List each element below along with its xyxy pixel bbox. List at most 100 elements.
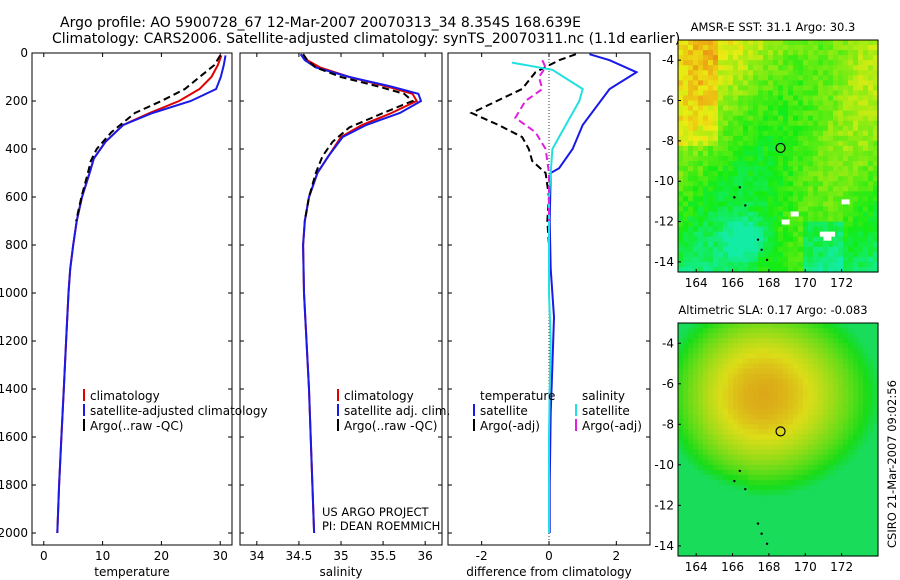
map-cell (738, 100, 744, 107)
map-cell (848, 256, 854, 263)
map-cell (698, 196, 704, 202)
map-cell (858, 226, 864, 233)
map-cell (728, 256, 734, 263)
map-cell (758, 186, 764, 192)
map-cell (733, 211, 739, 218)
map-cell (823, 206, 829, 213)
map-cell (848, 85, 854, 92)
map-cell (678, 226, 684, 233)
map-cell (678, 100, 684, 107)
map-cell (858, 216, 864, 223)
map-cell (858, 323, 864, 329)
map-cell (733, 419, 739, 425)
map-cell (713, 140, 719, 147)
map-cell (798, 409, 804, 415)
map-cell (848, 55, 854, 61)
map-cell (733, 525, 739, 532)
map-cell (773, 181, 779, 187)
map-cell (718, 60, 724, 66)
map-cell (868, 105, 874, 112)
map-cell (683, 40, 689, 46)
map-cell (828, 439, 834, 446)
map-cell (728, 60, 734, 66)
map-cell (773, 156, 779, 162)
map-cell (713, 125, 719, 132)
map-cell (858, 65, 864, 71)
map-cell (768, 434, 774, 441)
map-cell (793, 221, 799, 228)
map-cell (843, 449, 849, 456)
map-cell (683, 434, 689, 441)
map-cell (768, 140, 774, 147)
map-cell (688, 130, 694, 137)
map-cell (813, 530, 819, 537)
map-cell (703, 196, 709, 202)
map-cell (868, 368, 874, 375)
map-cell (693, 186, 699, 192)
map-cell (733, 221, 739, 228)
map-cell (798, 328, 804, 334)
map-cell (858, 70, 864, 76)
map-cell (688, 323, 694, 329)
map-cell (713, 216, 719, 223)
island-dot (756, 238, 760, 241)
map-cell (698, 55, 704, 61)
map-cell (838, 515, 844, 522)
map-cell (683, 80, 689, 86)
map-cell (723, 125, 729, 132)
map-cell (768, 530, 774, 537)
map-cell (843, 525, 849, 532)
map-cell (683, 171, 689, 177)
map-cell (873, 444, 879, 451)
map-cell (798, 75, 804, 81)
map-cell (828, 150, 834, 157)
map-cell (723, 206, 729, 213)
map-cell (808, 156, 814, 162)
map-cell (808, 515, 814, 522)
map-cell (808, 540, 814, 547)
map-cell (848, 166, 854, 172)
map-cell (813, 85, 819, 92)
map-cell (873, 363, 879, 370)
map-cell (748, 176, 754, 182)
map-cell (873, 95, 879, 102)
map-cell (818, 383, 824, 390)
map-cell (718, 130, 724, 137)
map-cell (698, 515, 704, 522)
map-cell (753, 115, 759, 122)
map-cell (723, 181, 729, 187)
map-cell (873, 105, 879, 112)
map-cell (683, 358, 689, 365)
map-cell (808, 429, 814, 436)
map-cell (833, 115, 839, 122)
map-cell (813, 464, 819, 471)
map-cell (858, 333, 864, 339)
map-cell (698, 206, 704, 213)
map-cell (748, 424, 754, 430)
map-cell (738, 75, 744, 81)
map-cell (803, 45, 809, 51)
map-cell (773, 206, 779, 213)
map-cell (818, 550, 824, 557)
map-cell (783, 444, 789, 451)
map-cell (698, 161, 704, 167)
map-cell (738, 424, 744, 430)
map-cell (808, 261, 814, 268)
map-cell (873, 161, 879, 167)
map-cell (818, 90, 824, 97)
map-cell (748, 495, 754, 501)
map-cell (793, 388, 799, 395)
map-cell (728, 525, 734, 532)
map-cell (708, 550, 714, 557)
map-cell (873, 383, 879, 390)
map-cell (843, 343, 849, 349)
map-cell (828, 161, 834, 167)
map-cell (833, 439, 839, 446)
map-cell (688, 110, 694, 117)
map-cell (873, 495, 879, 501)
map-cell (808, 186, 814, 192)
map-cell (723, 120, 729, 127)
map-cell (683, 540, 689, 547)
map-cell (773, 55, 779, 61)
